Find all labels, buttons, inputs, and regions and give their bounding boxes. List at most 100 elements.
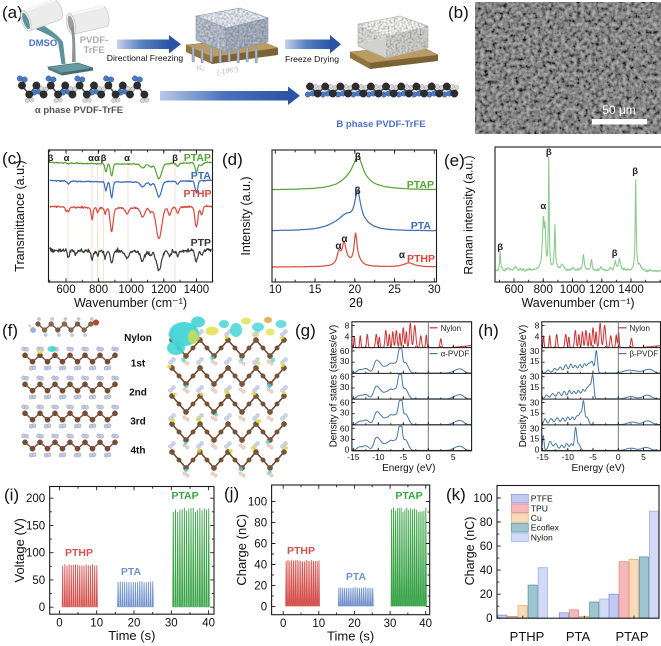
- svg-text:20: 20: [480, 589, 493, 601]
- svg-text:1400: 1400: [618, 284, 644, 296]
- svg-text:4: 4: [345, 331, 350, 341]
- svg-text:PTHP: PTHP: [287, 545, 315, 557]
- svg-text:α phase PVDF-TrFE: α phase PVDF-TrFE: [35, 105, 123, 116]
- svg-text:Time (s): Time (s): [108, 628, 155, 643]
- svg-text:(e): (e): [444, 151, 465, 170]
- svg-text:DMSO: DMSO: [29, 38, 58, 49]
- svg-text:Density of states (states/eV): Density of states (states/eV): [329, 325, 340, 448]
- svg-text:(k): (k): [446, 485, 466, 504]
- svg-text:1000: 1000: [118, 284, 144, 296]
- svg-text:5: 5: [451, 452, 456, 462]
- svg-text:α-PVDF: α-PVDF: [441, 350, 470, 359]
- svg-text:30: 30: [384, 618, 397, 630]
- svg-text:200: 200: [26, 493, 45, 505]
- svg-text:-5: -5: [400, 452, 408, 462]
- svg-text:PVDF-: PVDF-: [80, 35, 109, 46]
- svg-text:150: 150: [26, 520, 45, 532]
- svg-text:3rd: 3rd: [130, 417, 146, 428]
- svg-text:(j): (j): [224, 484, 239, 503]
- svg-text:30: 30: [340, 382, 350, 392]
- svg-text:-10: -10: [562, 452, 575, 462]
- svg-text:5: 5: [641, 452, 646, 462]
- svg-text:30: 30: [530, 372, 540, 382]
- svg-text:100: 100: [26, 548, 45, 560]
- svg-text:Freeze Drying: Freeze Drying: [285, 54, 339, 64]
- svg-text:60: 60: [340, 346, 350, 356]
- svg-text:25: 25: [388, 284, 401, 296]
- svg-text:0: 0: [56, 618, 62, 630]
- svg-text:Density of states (states/eV): Density of states (states/eV): [518, 325, 529, 448]
- svg-text:PTAP: PTAP: [171, 490, 198, 502]
- svg-text:(a): (a): [2, 3, 23, 22]
- svg-text:40: 40: [254, 559, 267, 571]
- svg-text:Nylon: Nylon: [124, 333, 152, 344]
- svg-text:50 μm: 50 μm: [602, 103, 636, 117]
- svg-text:60: 60: [340, 372, 350, 382]
- svg-text:Nylon: Nylon: [531, 532, 553, 542]
- svg-text:PTAP: PTAP: [395, 490, 422, 502]
- svg-text:PTHP: PTHP: [183, 188, 211, 200]
- svg-text:PTHP: PTHP: [65, 547, 93, 559]
- svg-text:4: 4: [535, 331, 540, 341]
- svg-text:α: α: [94, 153, 100, 164]
- svg-text:-5: -5: [589, 452, 597, 462]
- svg-text:30: 30: [340, 356, 350, 366]
- svg-text:TrFE: TrFE: [83, 45, 104, 56]
- svg-text:800: 800: [534, 284, 553, 296]
- svg-text:1st: 1st: [131, 359, 146, 370]
- svg-text:1200: 1200: [151, 284, 177, 296]
- svg-text:0: 0: [280, 618, 286, 630]
- svg-text:15: 15: [309, 284, 322, 296]
- svg-text:Charge (nC): Charge (nC): [234, 514, 249, 586]
- svg-text:(g): (g): [295, 321, 316, 340]
- svg-text:β: β: [172, 153, 178, 164]
- svg-text:Energy (eV): Energy (eV): [571, 463, 624, 474]
- svg-text:40: 40: [480, 565, 493, 577]
- svg-text:20: 20: [254, 580, 267, 592]
- svg-text:4th: 4th: [131, 446, 146, 457]
- svg-text:-15: -15: [347, 452, 360, 462]
- svg-text:α: α: [335, 241, 342, 252]
- svg-text:(h): (h): [478, 321, 499, 340]
- svg-text:20: 20: [348, 618, 361, 630]
- svg-text:1000: 1000: [560, 284, 586, 296]
- svg-text:2θ: 2θ: [349, 296, 363, 310]
- svg-text:100: 100: [248, 497, 267, 509]
- svg-text:α: α: [399, 250, 406, 261]
- svg-text:100: 100: [473, 493, 492, 505]
- svg-text:Wavenumber (cm⁻¹): Wavenumber (cm⁻¹): [74, 296, 187, 310]
- svg-text:1200: 1200: [589, 284, 615, 296]
- svg-text:-15: -15: [536, 452, 549, 462]
- svg-text:(i): (i): [4, 486, 19, 505]
- svg-text:0: 0: [535, 445, 540, 455]
- svg-text:α: α: [540, 201, 546, 212]
- svg-text:PTP: PTP: [191, 237, 211, 249]
- svg-text:PTA: PTA: [191, 170, 212, 182]
- svg-text:15: 15: [530, 433, 540, 443]
- svg-text:8: 8: [345, 320, 350, 330]
- svg-text:0: 0: [345, 445, 350, 455]
- svg-text:α: α: [88, 153, 94, 164]
- svg-text:Wavenumber (cm⁻¹): Wavenumber (cm⁻¹): [521, 296, 634, 310]
- svg-text:Nylon: Nylon: [630, 324, 650, 333]
- svg-text:15: 15: [530, 382, 540, 392]
- svg-text:30: 30: [165, 618, 178, 630]
- svg-text:(c): (c): [2, 149, 22, 168]
- svg-text:PTAP: PTAP: [616, 629, 649, 644]
- svg-text:β: β: [632, 166, 638, 177]
- svg-text:60: 60: [340, 398, 350, 408]
- svg-text:PTA: PTA: [566, 629, 591, 644]
- svg-text:PTFE: PTFE: [531, 494, 553, 504]
- svg-text:PTHP: PTHP: [407, 253, 435, 265]
- svg-text:0: 0: [39, 602, 45, 614]
- svg-text:600: 600: [504, 284, 523, 296]
- svg-text:0: 0: [616, 452, 621, 462]
- svg-text:15: 15: [530, 356, 540, 366]
- svg-text:600: 600: [56, 284, 75, 296]
- svg-text:α: α: [124, 153, 130, 164]
- svg-text:PTAP: PTAP: [407, 179, 434, 191]
- svg-text:0: 0: [426, 452, 431, 462]
- svg-text:0: 0: [261, 601, 267, 613]
- svg-text:(f): (f): [2, 321, 18, 340]
- svg-text:PTHP: PTHP: [510, 629, 545, 644]
